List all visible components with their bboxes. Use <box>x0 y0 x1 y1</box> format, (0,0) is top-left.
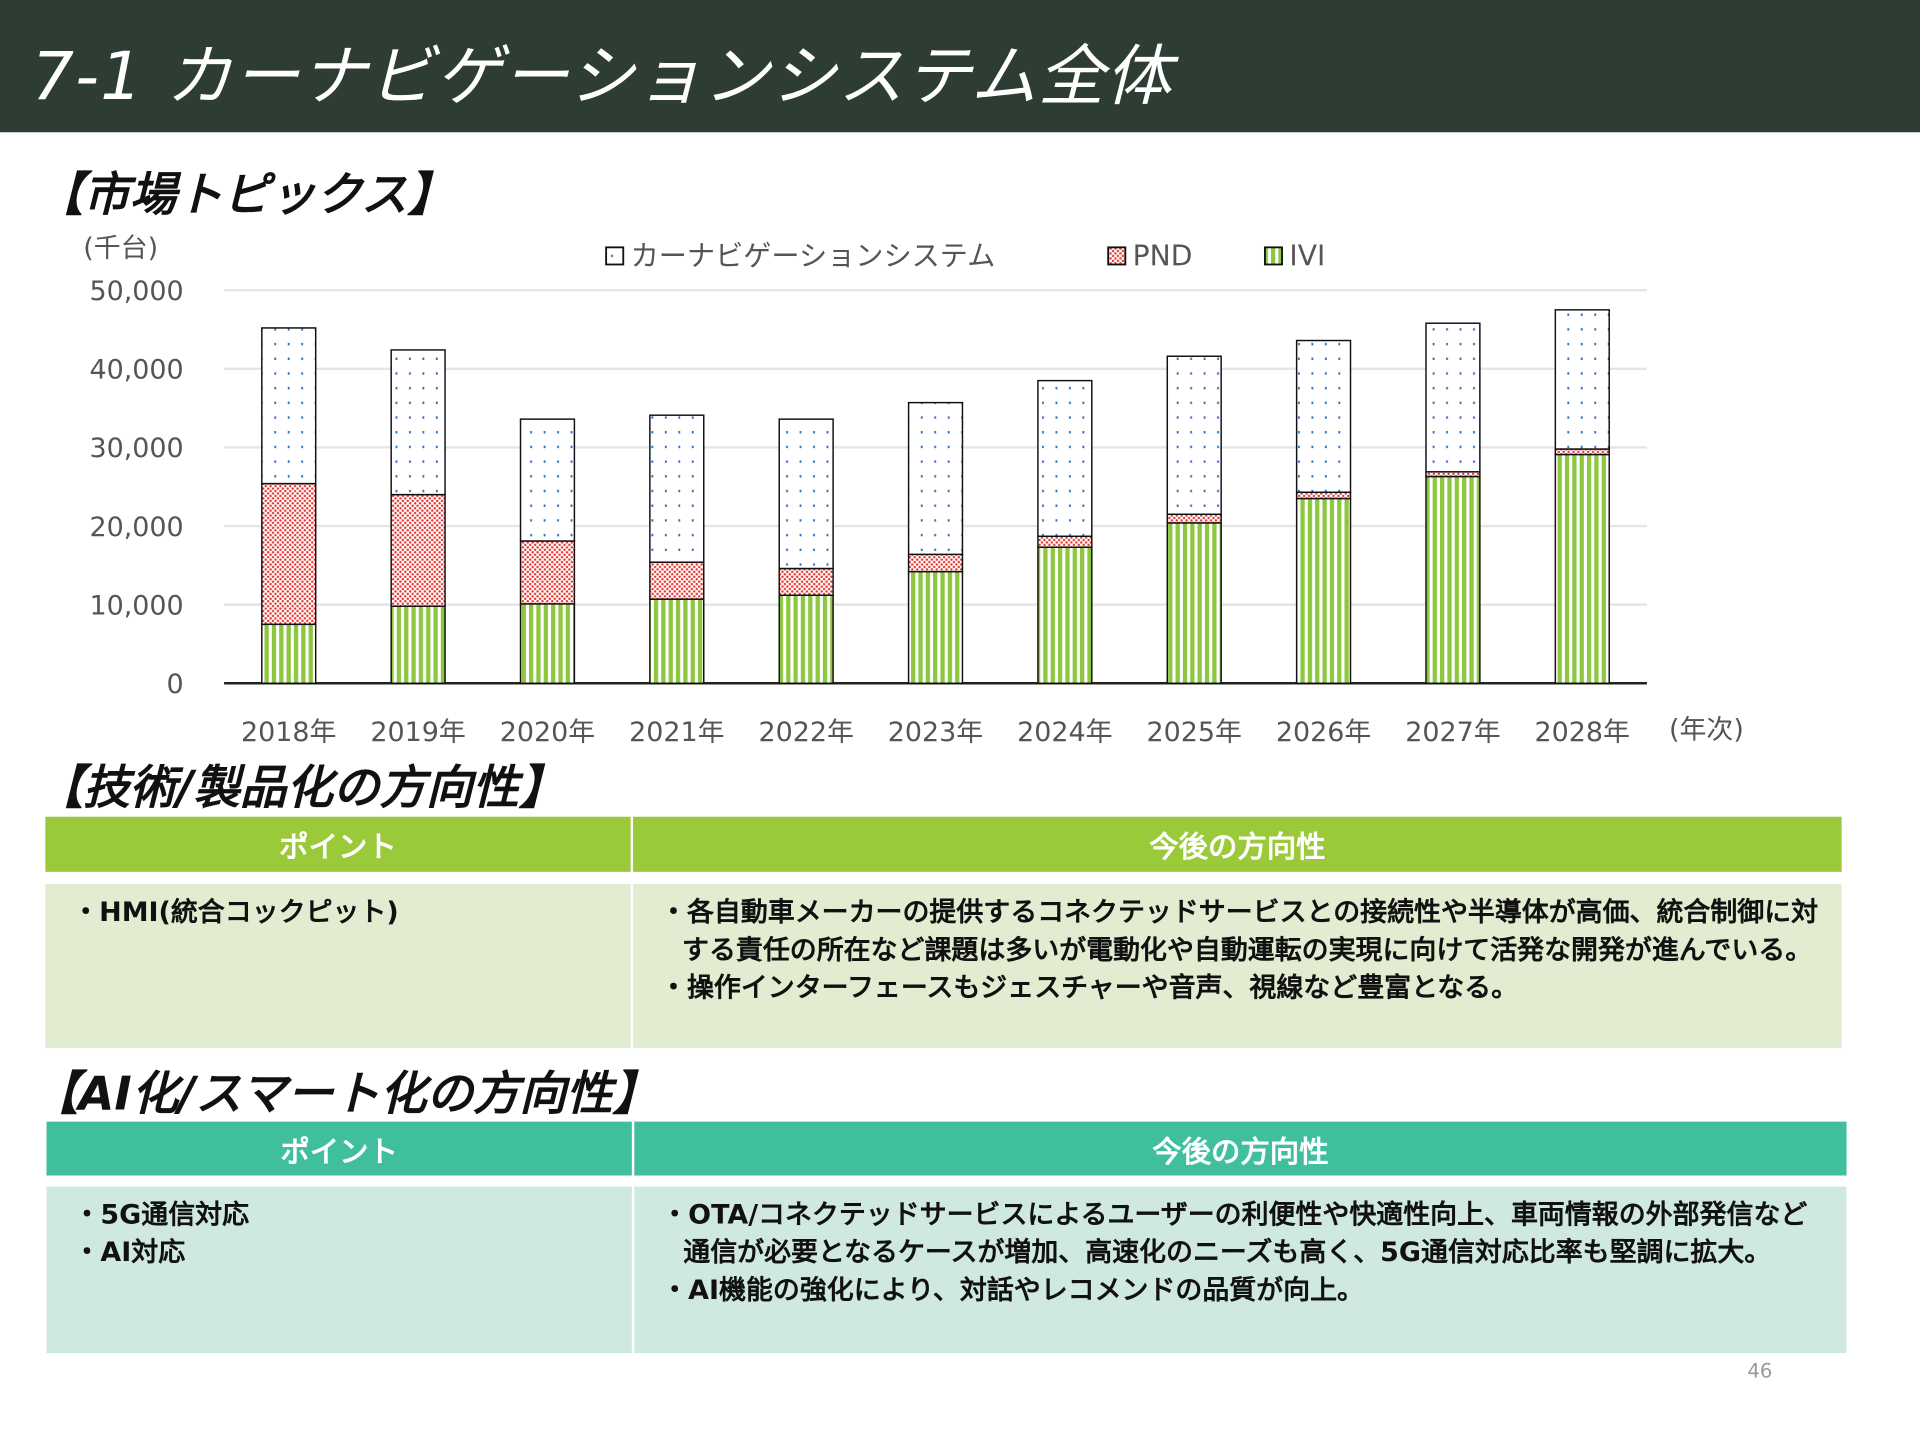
bar-ivi <box>649 598 705 685</box>
legend-label: PND <box>1133 240 1193 273</box>
section-title-market: 【市場トピックス】 <box>36 167 455 222</box>
bar-pnd <box>519 540 576 605</box>
direction-item: ・操作インターフェースもジェスチャーや音声、視線など豊富となる。 <box>660 973 1519 1005</box>
bar-carnavi <box>907 401 964 556</box>
bar-pnd <box>1295 491 1352 500</box>
cell-direction: ・OTA/コネクテッドサービスによるユーザーの利便性や快適性向上、車両情報の外部… <box>634 1186 1847 1354</box>
point-item: ・5G通信対応 <box>73 1200 250 1231</box>
y-tick-label: 50,000 <box>89 276 183 307</box>
y-unit-label: (千台) <box>83 233 158 264</box>
title-bar: 7-1 カーナビゲーションシステム全体 <box>0 0 1920 133</box>
point-item: ・HMI(統合コックピット) <box>72 897 399 929</box>
y-tick-label: 0 <box>167 669 184 700</box>
x-tick-label: 2021年 <box>629 717 724 748</box>
bar-carnavi <box>519 418 576 542</box>
bar-ivi <box>1295 497 1352 685</box>
section-title-tech: 【技術/製品化の方向性】 <box>36 760 566 815</box>
bar-ivi <box>907 570 964 685</box>
cell-direction: ・各自動車メーカーの提供するコネクテッドサービスとの接続性や半導体が高価、統合制… <box>633 884 1842 1049</box>
legend-label: IVI <box>1289 240 1325 273</box>
legend-swatch <box>1107 246 1127 266</box>
x-tick-label: 2023年 <box>888 717 983 748</box>
bar-ivi <box>778 594 834 685</box>
direction-item: ・各自動車メーカーの提供するコネクテッドサービスとの接続性や半導体が高価、統合制… <box>660 897 1819 967</box>
bar-ivi <box>519 603 576 685</box>
x-tick-label: 2027年 <box>1405 717 1500 748</box>
bar-ivi <box>1166 522 1222 685</box>
page-title: 7-1 カーナビゲーションシステム全体 <box>31 37 1173 116</box>
y-tick-label: 20,000 <box>89 512 183 543</box>
bar-ivi <box>1037 546 1093 685</box>
bar-carnavi <box>778 418 834 570</box>
direction-item: ・OTA/コネクテッドサービスによるユーザーの利便性や快適性向上、車両情報の外部… <box>661 1200 1808 1269</box>
header-direction: 今後の方向性 <box>634 1121 1847 1176</box>
legend-swatch <box>605 246 625 266</box>
bar-carnavi <box>1166 355 1222 515</box>
x-tick-label: 2019年 <box>370 717 465 748</box>
direction-item: ・AI機能の強化により、対話やレコメンドの品質が向上。 <box>661 1275 1364 1307</box>
bar-pnd <box>1037 535 1093 549</box>
bar-carnavi <box>1425 322 1481 473</box>
bar-pnd <box>778 567 834 596</box>
cell-point: ・HMI(統合コックピット) <box>45 884 631 1049</box>
x-tick-label: 2018年 <box>241 717 336 748</box>
bar-ivi <box>261 623 317 685</box>
x-tick-label: 2020年 <box>500 717 595 748</box>
cell-point: ・5G通信対応 ・AI対応 <box>46 1186 632 1354</box>
stacked-bar-chart: 0 10,000 20,000 30,000 40,000 50,000 (千台) 2018年… <box>83 233 1744 748</box>
bar-carnavi <box>1554 309 1610 450</box>
bar-ivi <box>390 605 446 685</box>
legend-swatch <box>1263 246 1283 266</box>
section-title-ai: 【AI化/スマート化の方向性】 <box>31 1066 660 1121</box>
x-tick-label: 2024年 <box>1017 717 1112 748</box>
x-tick-label: 2026年 <box>1276 717 1371 748</box>
bar-pnd <box>1166 513 1222 524</box>
header-direction: 今後の方向性 <box>633 816 1842 872</box>
x-tick-label: 2025年 <box>1147 717 1242 748</box>
header-point: ポイント <box>46 1121 632 1176</box>
y-tick-label: 30,000 <box>89 433 183 464</box>
bar-carnavi <box>261 327 317 485</box>
bar-pnd <box>1554 448 1610 456</box>
y-tick-label: 40,000 <box>89 355 183 386</box>
bar-pnd <box>649 561 705 600</box>
bar-pnd <box>261 482 317 626</box>
header-point: ポイント <box>45 816 631 872</box>
bar-pnd <box>390 493 446 607</box>
y-tick-label: 10,000 <box>89 590 183 621</box>
bar-ivi <box>1425 475 1481 685</box>
x-tick-label: 2022年 <box>758 717 853 748</box>
bar-pnd <box>907 553 964 573</box>
page-number: 46 <box>1747 1359 1773 1383</box>
legend-label: カーナビゲーションシステム <box>631 240 996 273</box>
bar-carnavi <box>390 349 446 496</box>
bar-carnavi <box>649 414 705 563</box>
bar-carnavi <box>1037 379 1093 537</box>
bar-ivi <box>1554 453 1610 685</box>
x-tick-label: 2028年 <box>1535 717 1630 748</box>
point-item: ・AI対応 <box>73 1237 186 1269</box>
bar-carnavi <box>1295 339 1352 493</box>
x-axis-label: (年次) <box>1669 714 1744 745</box>
